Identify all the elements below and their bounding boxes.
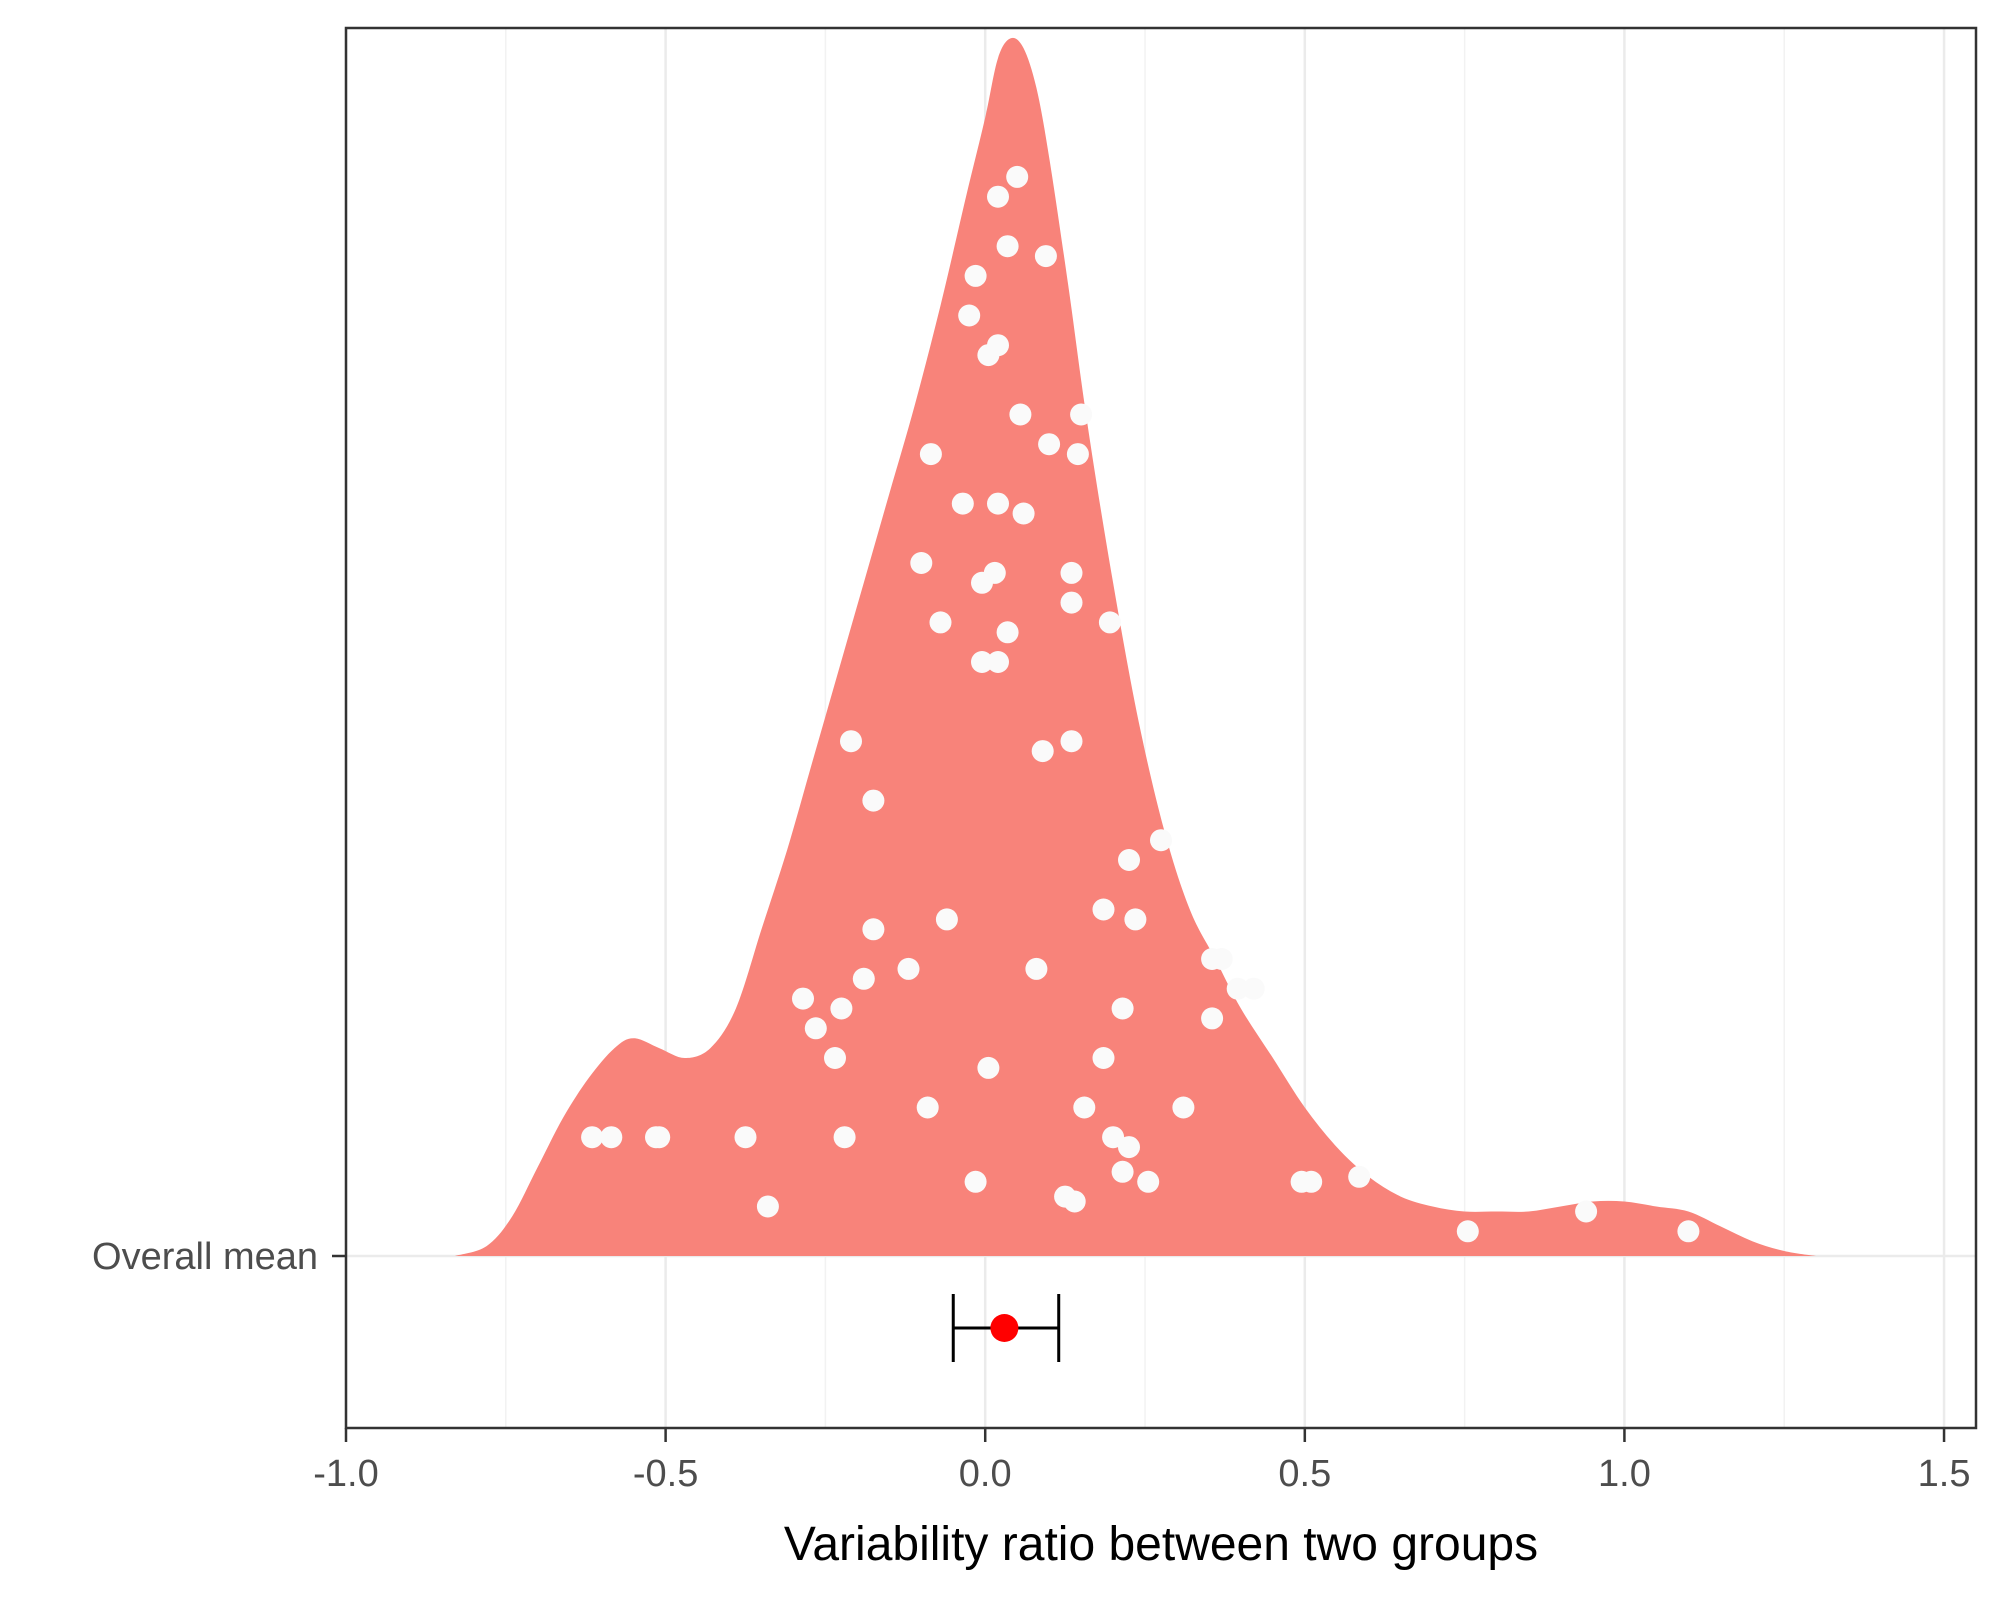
density-area bbox=[454, 37, 1817, 1256]
data-point bbox=[1066, 443, 1089, 466]
data-point bbox=[964, 264, 987, 287]
data-point bbox=[1118, 1136, 1140, 1159]
data-point bbox=[1070, 403, 1093, 426]
data-point bbox=[1348, 1165, 1371, 1188]
data-point bbox=[756, 1195, 779, 1218]
data-point bbox=[840, 730, 862, 753]
data-point bbox=[862, 918, 885, 941]
data-point bbox=[987, 185, 1009, 208]
y-axis: Overall mean bbox=[92, 1236, 346, 1278]
data-point bbox=[1111, 1160, 1134, 1183]
data-point bbox=[996, 621, 1019, 644]
data-point bbox=[1575, 1200, 1598, 1223]
data-point bbox=[1150, 829, 1172, 852]
x-tick-label: -0.5 bbox=[633, 1453, 698, 1495]
data-point bbox=[1290, 1170, 1313, 1193]
data-point bbox=[977, 1056, 1000, 1079]
x-tick-label: 1.0 bbox=[1598, 1453, 1651, 1495]
data-point bbox=[1092, 1047, 1115, 1069]
data-point bbox=[804, 1017, 827, 1040]
data-point bbox=[1025, 957, 1048, 980]
data-point bbox=[1677, 1220, 1700, 1243]
data-point bbox=[1092, 898, 1115, 921]
data-point bbox=[987, 651, 1009, 673]
data-point bbox=[1063, 1190, 1086, 1213]
x-axis: -1.0 -0.5 0.0 0.5 1.0 1.5 bbox=[313, 1428, 1970, 1495]
y-category-label: Overall mean bbox=[92, 1236, 318, 1278]
data-point bbox=[1038, 433, 1061, 456]
data-point bbox=[600, 1126, 623, 1149]
x-tick-label: 0.5 bbox=[1278, 1453, 1331, 1495]
data-point bbox=[1137, 1170, 1160, 1193]
data-point bbox=[1012, 502, 1035, 525]
x-tick-label: 0.0 bbox=[959, 1453, 1012, 1495]
data-point bbox=[1060, 591, 1083, 614]
x-axis-title: Variability ratio between two groups bbox=[784, 1518, 1538, 1571]
data-point bbox=[648, 1126, 671, 1149]
data-point bbox=[916, 1096, 939, 1119]
data-point bbox=[1210, 948, 1233, 970]
data-point bbox=[1111, 997, 1134, 1020]
data-point bbox=[987, 492, 1009, 515]
data-point bbox=[996, 235, 1019, 258]
data-point bbox=[792, 987, 814, 1010]
data-point bbox=[581, 1126, 604, 1149]
data-point bbox=[1172, 1096, 1195, 1119]
data-point bbox=[951, 492, 974, 515]
data-point bbox=[977, 344, 1000, 367]
data-point bbox=[929, 611, 952, 634]
data-point bbox=[1124, 908, 1147, 931]
data-point bbox=[910, 552, 933, 574]
data-point bbox=[1060, 730, 1083, 753]
data-point bbox=[935, 908, 958, 931]
data-point bbox=[1060, 561, 1083, 584]
data-point bbox=[919, 443, 942, 466]
data-point bbox=[734, 1126, 757, 1149]
data-points bbox=[581, 165, 1700, 1243]
data-point bbox=[971, 571, 993, 594]
data-point bbox=[1102, 1126, 1125, 1149]
x-tick-label: 1.5 bbox=[1918, 1453, 1971, 1495]
data-point bbox=[1201, 1007, 1224, 1030]
data-point bbox=[1031, 740, 1054, 763]
data-point bbox=[824, 1047, 846, 1069]
data-point bbox=[1242, 977, 1265, 1000]
data-point bbox=[1118, 849, 1140, 871]
data-point bbox=[971, 651, 993, 673]
x-tick-label: -1.0 bbox=[313, 1453, 378, 1495]
data-point bbox=[1226, 977, 1249, 1000]
data-point bbox=[1098, 611, 1121, 634]
data-point bbox=[862, 789, 885, 812]
data-point bbox=[1009, 403, 1032, 426]
data-point bbox=[964, 1170, 987, 1193]
data-point bbox=[833, 1126, 856, 1149]
data-point bbox=[852, 967, 875, 990]
data-point bbox=[958, 304, 981, 327]
data-point bbox=[1006, 165, 1029, 188]
data-point bbox=[1456, 1220, 1479, 1243]
data-point bbox=[1073, 1096, 1096, 1119]
data-point bbox=[830, 997, 853, 1020]
data-point bbox=[897, 957, 920, 980]
data-point bbox=[1034, 245, 1057, 268]
mean-point bbox=[990, 1314, 1019, 1342]
overall-mean-marker bbox=[951, 1294, 1061, 1362]
plot-border bbox=[344, 26, 1978, 1430]
